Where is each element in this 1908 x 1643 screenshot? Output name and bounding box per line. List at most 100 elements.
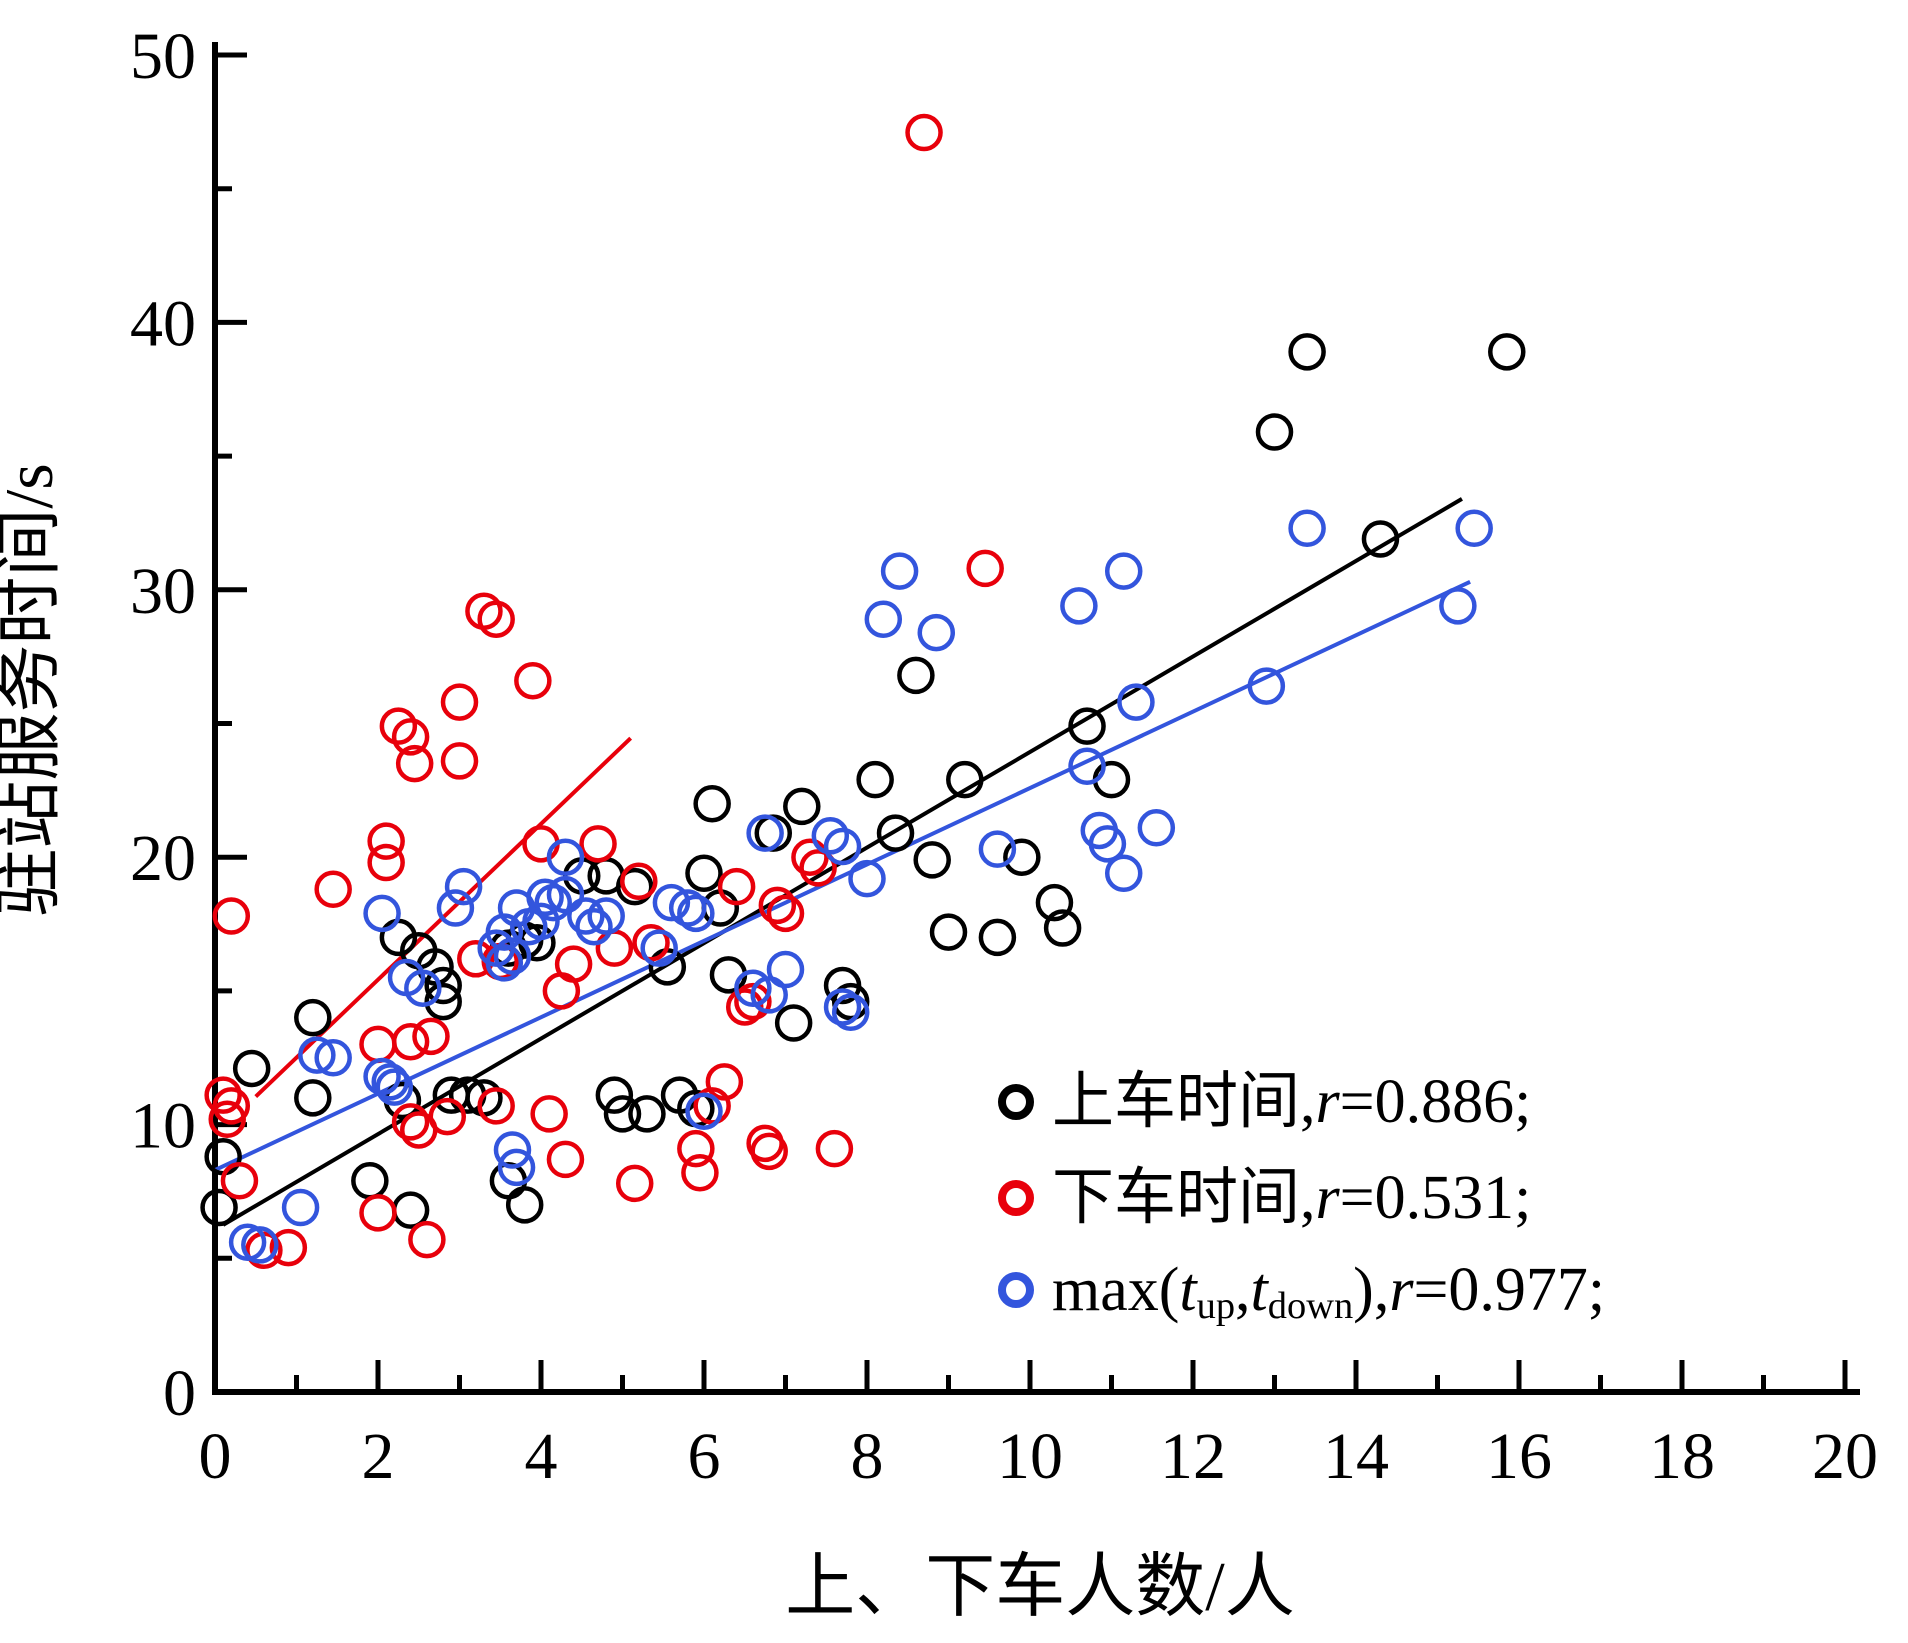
data-point: [929, 913, 968, 951]
data-point: [546, 1140, 585, 1179]
y-tick-label: 50: [130, 20, 196, 93]
data-point: [1255, 413, 1294, 451]
legend-markers: [998, 1084, 1034, 1308]
data-point: [823, 827, 862, 866]
data-point: [1439, 587, 1477, 625]
data-point: [440, 742, 479, 780]
x-tick-label: 20: [1812, 1420, 1878, 1493]
data-point: [359, 1194, 397, 1232]
x-tick-label: 16: [1486, 1420, 1552, 1493]
data-point: [1043, 909, 1082, 947]
data-point: [440, 683, 479, 721]
data-point: [457, 940, 495, 978]
data-point: [412, 1017, 450, 1056]
data-point: [241, 1226, 279, 1264]
data-point: [766, 894, 805, 933]
data-point: [1288, 333, 1326, 371]
data-point: [913, 841, 951, 879]
y-tick-label: 30: [130, 555, 196, 628]
data-point: [294, 998, 332, 1037]
data-point: [200, 1188, 238, 1227]
data-point: [1003, 838, 1041, 876]
data-point: [734, 969, 772, 1007]
y-tick-label: 10: [130, 1090, 196, 1163]
data-point: [681, 1153, 719, 1192]
data-point: [791, 838, 829, 876]
data-point: [668, 889, 707, 927]
data-point: [783, 787, 821, 826]
data-point: [632, 924, 670, 962]
y-tick-label: 0: [163, 1357, 196, 1430]
x-tick-label: 2: [362, 1420, 395, 1493]
data-point: [628, 1095, 666, 1133]
data-point: [1361, 520, 1400, 558]
data-point: [1068, 747, 1106, 786]
data-point: [811, 817, 850, 855]
data-point: [395, 744, 434, 783]
data-point: [436, 889, 475, 927]
data-point: [314, 1039, 352, 1077]
data-point: [391, 1103, 430, 1141]
data-point: [1060, 587, 1098, 625]
legend-marker: [998, 1272, 1034, 1308]
data-point: [750, 976, 788, 1014]
data-point: [652, 883, 691, 922]
data-point: [281, 1188, 320, 1227]
data-point: [546, 875, 585, 914]
data-point: [640, 929, 678, 967]
x-tick-label: 12: [1160, 1420, 1226, 1493]
data-point: [1137, 809, 1176, 847]
axes: 0 2 4 6 8 10 12 14 16 18 20 0 10 20 30 40 50: [130, 20, 1878, 1493]
data-point: [351, 1162, 389, 1200]
data-point: [1088, 825, 1127, 863]
data-point: [677, 894, 715, 933]
data-point: [856, 760, 894, 799]
x-axis-title: 上、下车人数/人: [785, 1549, 1294, 1626]
data-point: [917, 613, 956, 652]
data-point: [831, 982, 870, 1021]
data-point: [505, 1186, 544, 1224]
data-point: [615, 1164, 654, 1203]
trend-line: [214, 579, 1471, 1172]
data-point: [758, 886, 797, 925]
y-axis-title: 驻站服务时间/s: [0, 463, 67, 916]
y-tick-label: 40: [130, 287, 196, 360]
data-point: [424, 966, 462, 1005]
data-point: [546, 838, 585, 876]
data-point: [693, 1087, 731, 1125]
data-point: [232, 1049, 271, 1088]
data-point: [408, 1220, 446, 1259]
data-point: [693, 784, 731, 823]
data-point: [497, 1148, 536, 1187]
x-tick-label: 8: [851, 1420, 884, 1493]
data-point: [428, 1097, 467, 1136]
data-point: [298, 1036, 336, 1074]
data-point: [897, 656, 935, 695]
data-point: [294, 1079, 332, 1117]
data-point: [444, 867, 483, 906]
data-point: [1488, 333, 1526, 371]
data-point: [379, 707, 418, 745]
series-red: [204, 113, 1004, 1270]
data-point: [404, 969, 442, 1007]
series-blue: [228, 509, 1493, 1264]
data-point: [734, 982, 772, 1021]
x-tick-label: 10: [997, 1420, 1063, 1493]
data-point: [493, 1131, 532, 1169]
data-points: [200, 113, 1526, 1270]
x-tick-label: 6: [688, 1420, 721, 1493]
data-point: [269, 1228, 308, 1267]
data-point: [220, 1162, 259, 1200]
data-point: [677, 1129, 715, 1168]
data-point: [314, 870, 352, 909]
data-point: [685, 854, 723, 892]
data-point: [978, 918, 1017, 957]
data-point: [477, 600, 515, 638]
data-point: [966, 549, 1004, 588]
legend-marker: [998, 1180, 1034, 1216]
data-point: [1035, 883, 1074, 922]
data-point: [493, 937, 532, 975]
data-point: [367, 843, 405, 882]
data-point: [864, 600, 903, 638]
